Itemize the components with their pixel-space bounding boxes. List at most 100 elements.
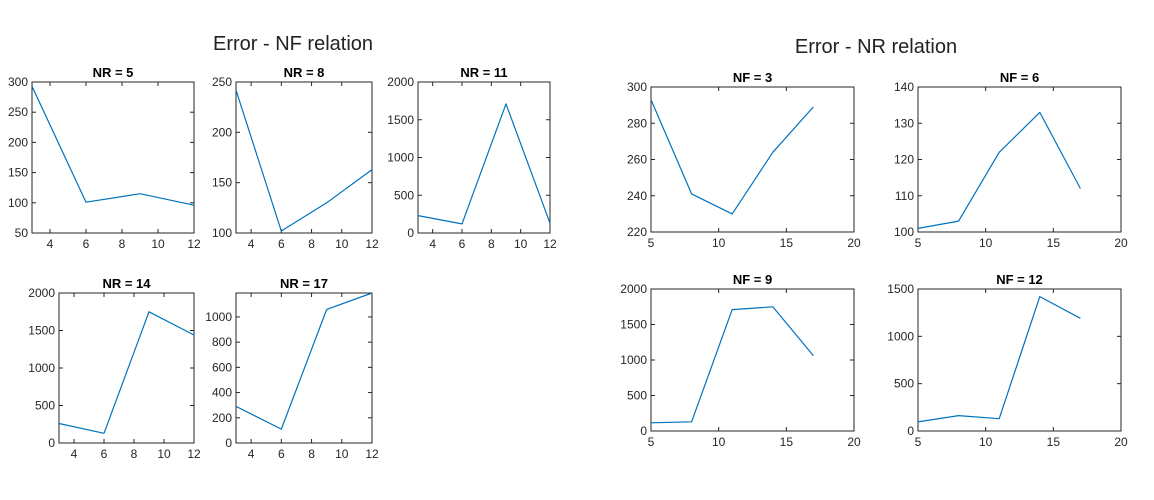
subplot-title: NF = 3 [733,70,772,85]
y-tick-label: 1000 [620,353,647,367]
y-tick-label: 300 [627,80,647,94]
subplot-title: NF = 12 [996,272,1043,287]
series-line [235,89,373,232]
x-tick-label: 15 [1047,435,1061,449]
y-tick-label: 0 [640,424,647,438]
x-tick-label: 12 [187,237,201,251]
figure-title-nf: Error - NF relation [213,33,373,55]
x-tick-label: 12 [543,237,557,251]
x-tick-label: 20 [1114,435,1128,449]
y-tick-label: 1000 [887,329,914,343]
x-tick-label: 6 [278,237,285,251]
subplot: NR = 5 4 6 8 10 12 50 100 150 200 250 300 [8,65,201,251]
x-tick-label: 10 [712,236,726,250]
y-tick-label: 150 [8,166,28,180]
y-tick-label: 200 [212,125,232,139]
x-tick-label: 6 [278,447,285,461]
x-tick-label: 20 [1114,236,1128,250]
y-tick-label: 500 [894,377,914,391]
x-tick-label: 5 [648,435,655,449]
series-line [31,85,195,206]
y-tick-label: 1500 [887,282,914,296]
x-tick-label: 4 [248,447,255,461]
subplot-title: NF = 6 [1000,70,1039,85]
y-tick-label: 150 [212,176,232,190]
y-tick-label: 280 [627,116,647,130]
y-tick-label: 130 [894,116,914,130]
y-tick-label: 100 [8,196,28,210]
axes-box [58,292,195,444]
x-tick-label: 4 [248,237,255,251]
y-tick-label: 120 [894,153,914,167]
y-tick-label: 110 [895,189,914,203]
x-tick-label: 8 [308,447,315,461]
x-tick-label: 20 [847,236,861,250]
series-line [235,292,373,430]
y-tick-label: 140 [894,80,914,94]
x-tick-label: 15 [780,236,794,250]
y-tick-label: 250 [8,105,28,119]
axes-box [31,81,195,234]
y-tick-label: 240 [627,189,647,203]
axes-box [917,86,1122,233]
x-tick-label: 12 [187,447,201,461]
y-tick-label: 1000 [387,151,414,165]
x-tick-label: 10 [335,237,349,251]
axes-box [235,81,373,234]
subplot: NF = 12 5 10 15 20 0 500 1000 1500 [887,272,1128,449]
y-tick-label: 100 [212,226,232,240]
x-tick-label: 8 [308,237,315,251]
x-tick-label: 12 [365,237,379,251]
x-tick-label: 4 [47,237,54,251]
y-tick-label: 0 [907,424,914,438]
x-tick-label: 5 [648,236,655,250]
subplot-title: NR = 17 [280,276,328,291]
x-tick-label: 10 [514,237,528,251]
y-tick-label: 220 [627,225,647,239]
subplot: NF = 9 5 10 15 20 0 500 1000 1500 2000 [620,272,861,449]
series-line [58,311,195,434]
figure-title-nr: Error - NR relation [795,36,957,58]
x-tick-label: 6 [83,237,90,251]
series-line [650,99,814,215]
x-tick-label: 6 [101,447,108,461]
y-tick-label: 1000 [28,361,55,375]
y-tick-label: 300 [8,75,28,89]
y-tick-label: 0 [407,226,414,240]
y-tick-label: 2000 [28,286,55,300]
x-tick-label: 10 [979,236,993,250]
y-tick-label: 0 [48,436,55,450]
y-tick-label: 0 [225,436,232,450]
y-tick-label: 1500 [620,318,647,332]
y-tick-label: 800 [212,335,232,349]
series-line [650,306,814,424]
y-tick-label: 200 [212,411,232,425]
y-tick-label: 250 [212,75,232,89]
series-line [417,103,551,225]
x-tick-label: 10 [979,435,993,449]
y-tick-label: 260 [627,153,647,167]
y-tick-label: 1000 [205,310,232,324]
x-tick-label: 10 [335,447,349,461]
series-line [917,111,1081,229]
x-tick-label: 20 [847,435,861,449]
x-tick-label: 8 [119,237,126,251]
subplot-title: NF = 9 [733,272,772,287]
subplot-title: NR = 11 [460,65,507,80]
x-tick-label: 4 [429,237,436,251]
axes-box [650,288,855,432]
axes-box [650,86,855,233]
y-tick-label: 50 [15,226,29,240]
subplot: NR = 17 4 6 8 10 12 0 200 400 600 800 1000 [205,276,379,461]
axes-box [917,288,1122,432]
x-tick-label: 10 [157,447,171,461]
x-tick-label: 10 [151,237,165,251]
x-tick-label: 10 [712,435,726,449]
x-tick-label: 15 [780,435,794,449]
y-tick-label: 400 [212,386,232,400]
y-tick-label: 100 [894,225,914,239]
y-tick-label: 2000 [387,75,414,89]
y-tick-label: 200 [8,135,28,149]
